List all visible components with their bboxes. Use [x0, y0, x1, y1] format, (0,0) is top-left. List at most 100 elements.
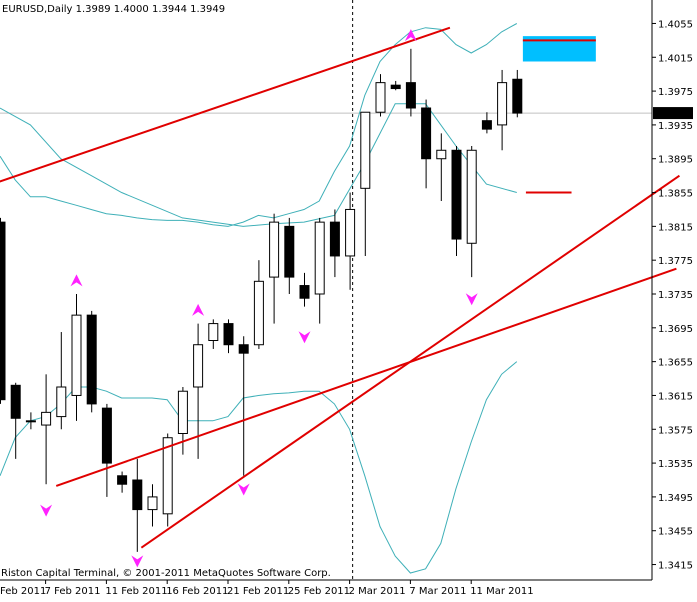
fractal-up-arrow — [192, 303, 205, 316]
bullish-candle-body — [466, 149, 477, 244]
y-tick-label: 1.3735 — [658, 290, 693, 301]
bullish-candle-body — [147, 496, 158, 511]
candle — [10, 382, 21, 459]
bullish-candle-body — [25, 420, 36, 423]
bearish-candle-body — [390, 84, 401, 90]
fractal-down-arrow — [131, 555, 144, 568]
candle — [481, 112, 492, 134]
y-tick-label: 1.4015 — [658, 53, 693, 64]
candle — [117, 471, 128, 493]
candle — [512, 69, 523, 118]
fractal-down-arrow — [465, 293, 478, 306]
candle — [375, 74, 386, 117]
candle — [466, 146, 477, 278]
bearish-candle-body — [0, 221, 6, 401]
candle — [390, 80, 401, 91]
candle — [436, 133, 447, 201]
bearish-candle-body — [238, 344, 249, 354]
bearish-candle-body — [86, 314, 97, 405]
candle — [451, 146, 462, 256]
bullish-candle-body — [177, 390, 188, 434]
candle — [405, 48, 416, 117]
bollinger-upper-band — [0, 23, 518, 227]
candle — [147, 484, 158, 527]
bullish-candle-body — [41, 411, 52, 426]
candle — [56, 332, 67, 430]
bearish-candle-body — [117, 475, 128, 485]
bearish-candle-body — [329, 221, 340, 257]
chart-footer: Riston Capital Terminal, © 2001-2011 Met… — [1, 568, 331, 579]
candle — [421, 99, 432, 189]
fractal-up-arrow — [70, 274, 83, 287]
bullish-candle-body — [375, 82, 386, 113]
candle — [238, 336, 249, 476]
bullish-candle-body — [497, 82, 508, 126]
bearish-candle-body — [223, 323, 234, 346]
bullish-candle-body — [314, 221, 325, 295]
y-tick-label: 1.3935 — [658, 121, 693, 132]
candle — [162, 433, 173, 527]
candle — [41, 374, 52, 485]
bearish-candle-body — [512, 78, 523, 114]
y-tick-label: 1.3535 — [658, 459, 693, 470]
bullish-candle-body — [253, 280, 264, 346]
x-tick-label: 11 Feb 2011 — [105, 586, 167, 597]
trendlines-layer — [0, 26, 681, 549]
chart-title: EURUSD,Daily 1.3989 1.4000 1.3944 1.3949 — [2, 4, 225, 15]
y-tick-label: 1.3895 — [658, 155, 693, 166]
arrows-layer — [40, 29, 478, 568]
x-tick-label: 2 Mar 2011 — [349, 586, 406, 597]
bearish-candle-body — [451, 149, 462, 240]
fractal-down-arrow — [237, 483, 250, 496]
y-tick-label: 1.3695 — [658, 324, 693, 335]
candle — [223, 319, 234, 354]
trendline — [140, 174, 681, 549]
candle — [86, 310, 97, 413]
fractal-down-arrow — [40, 504, 53, 517]
bullish-candle-body — [56, 386, 67, 418]
bearish-candle-body — [101, 407, 112, 464]
x-tick-label: 11 Mar 2011 — [470, 586, 533, 597]
fractal-down-arrow — [298, 331, 311, 344]
trendline — [0, 26, 451, 183]
y-tick-label: 1.3775 — [658, 256, 693, 267]
y-tick-label: 1.3855 — [658, 189, 693, 200]
y-tick-label: 1.3655 — [658, 358, 693, 369]
bullish-candle-body — [193, 344, 204, 388]
candle — [132, 458, 143, 552]
bearish-candle-body — [481, 120, 492, 130]
current-price-label: 1.3949 — [657, 109, 692, 120]
bullish-candle-body — [436, 149, 447, 160]
y-tick-label: 1.3975 — [658, 87, 693, 98]
trendline — [55, 267, 677, 487]
current-price-box — [653, 107, 693, 120]
candle — [360, 111, 371, 256]
candle — [269, 213, 280, 324]
candle — [101, 403, 112, 497]
candle — [253, 260, 264, 349]
bullish-candle-body — [269, 221, 280, 278]
bearish-candle-body — [299, 285, 310, 299]
bullish-candle-body — [208, 323, 219, 342]
y-tick-label: 1.3575 — [658, 425, 693, 436]
candle — [177, 387, 188, 455]
x-tick-label: Feb 2011 — [0, 586, 46, 597]
candle — [0, 217, 6, 404]
y-tick-label: 1.3495 — [658, 493, 693, 504]
bullish-candle-body — [71, 314, 82, 396]
x-tick-label: 21 Feb 2011 — [227, 586, 289, 597]
bollinger-lower-band — [0, 361, 518, 574]
candle — [314, 217, 325, 324]
bearish-candle-body — [10, 384, 21, 419]
bearish-candle-body — [132, 479, 143, 511]
y-tick-label: 1.3415 — [658, 561, 693, 572]
candle — [71, 294, 82, 421]
bearish-candle-body — [405, 82, 416, 109]
candle — [345, 192, 356, 290]
x-tick-label: 16 Feb 2011 — [166, 586, 228, 597]
x-tick-label: 7 Feb 2011 — [45, 586, 101, 597]
candles-layer — [0, 48, 523, 552]
